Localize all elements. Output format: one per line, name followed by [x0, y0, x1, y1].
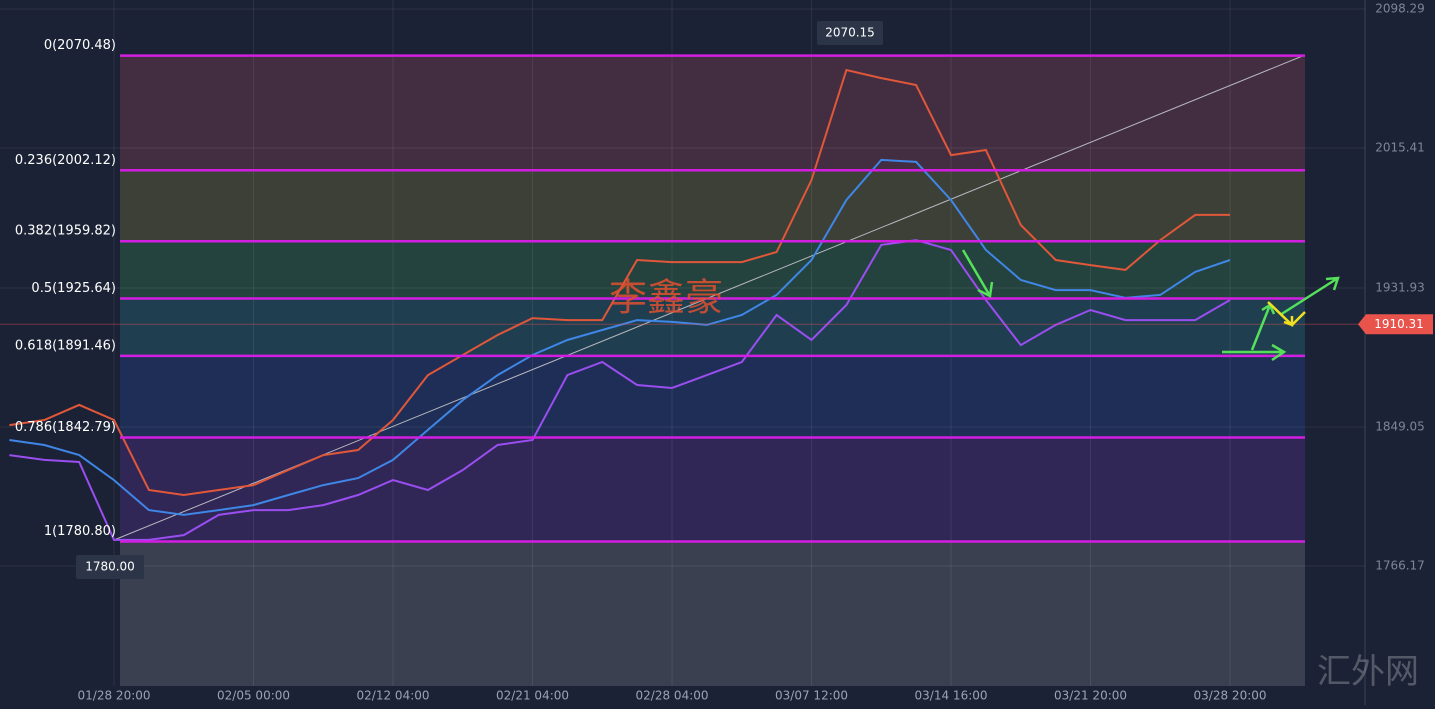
x-tick-label: 03/07 12:00	[775, 689, 848, 703]
fib-label: 0.236(2002.12)	[15, 153, 116, 168]
y-tick-label: 2098.29	[1375, 2, 1425, 16]
fib-label: 0(2070.48)	[44, 38, 116, 53]
fib-label: 0.786(1842.79)	[15, 420, 116, 435]
fib-zone	[120, 55, 1305, 171]
high-tag	[817, 21, 883, 45]
x-tick-label: 02/28 04:00	[636, 689, 709, 703]
y-tick-label: 1766.17	[1375, 558, 1425, 572]
fib-zone	[120, 170, 1305, 242]
fib-zone	[120, 298, 1305, 356]
band-line	[9, 158, 1231, 516]
x-tick-label: 03/21 20:00	[1054, 689, 1127, 703]
arrows	[961, 249, 1340, 362]
fib-zone	[120, 541, 1305, 686]
lines	[9, 68, 1231, 541]
y-tick-label: 2015.41	[1375, 140, 1425, 154]
watermark: 李鑫豪	[609, 276, 723, 320]
fib-label: 0.382(1959.82)	[15, 224, 116, 239]
x-tick-label: 03/28 20:00	[1194, 689, 1267, 703]
price-axis	[1365, 0, 1435, 705]
x-tick-label: 02/05 00:00	[217, 689, 290, 703]
high-label: 2070.15	[825, 26, 875, 40]
fib-zone	[120, 241, 1305, 299]
fib-zone	[120, 355, 1305, 438]
site-mark: 汇外网	[1317, 652, 1419, 692]
x-tick-label: 03/14 16:00	[915, 689, 988, 703]
current-price-label: 1910.31	[1374, 317, 1424, 331]
fib-levels: 1910.31 0(2070.48) 0.236(2002.12) 0.382(195…	[0, 21, 1433, 579]
fib-label: 1(1780.80)	[44, 524, 116, 539]
zones	[120, 55, 1305, 686]
y-tick-label: 1849.05	[1375, 419, 1425, 433]
y-tick-label: 1931.93	[1375, 280, 1425, 294]
low-tag	[76, 555, 144, 579]
fib-label: 0.5(1925.64)	[31, 281, 116, 296]
band-line	[9, 239, 1231, 541]
x-tick-label: 02/21 04:00	[496, 689, 569, 703]
fib-label: 0.618(1891.46)	[15, 338, 116, 353]
x-tick-label: 02/12 04:00	[357, 689, 430, 703]
current-price-tag	[1358, 314, 1433, 335]
low-label: 1780.00	[85, 560, 135, 574]
fib-zone	[120, 437, 1305, 542]
band-line	[9, 68, 1230, 497]
x-tick-label: 01/28 20:00	[78, 689, 151, 703]
